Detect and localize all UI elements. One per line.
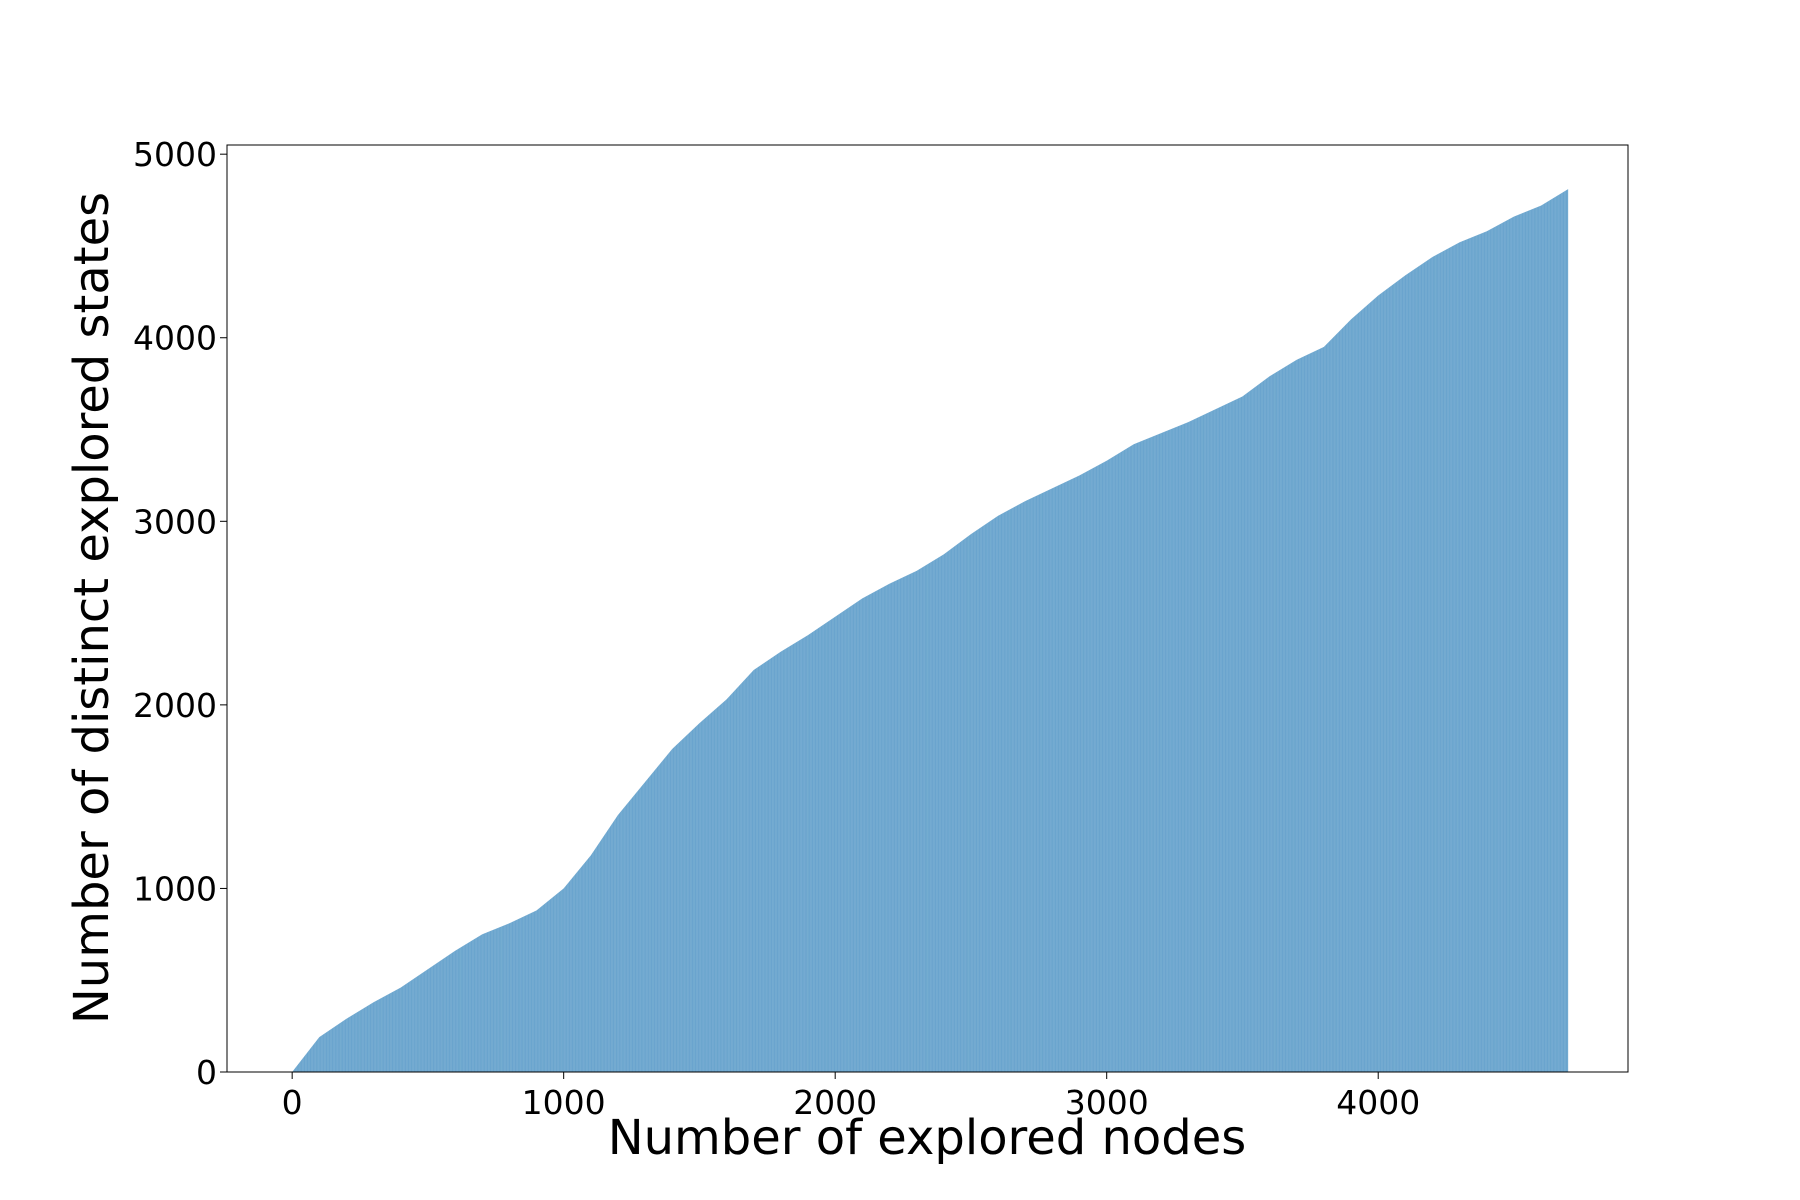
x-tick-label: 2000 (793, 1083, 877, 1122)
y-axis: 0 1000 2000 3000 4000 5000 (133, 135, 227, 1092)
y-axis-title: Number of distinct explored states (64, 192, 120, 1024)
x-axis-title: Number of explored nodes (608, 1110, 1247, 1166)
y-tick-label: 2000 (133, 686, 217, 725)
plot-frame (226, 144, 1629, 1073)
x-tick-label: 3000 (1065, 1083, 1149, 1122)
x-tick-label: 1000 (522, 1083, 606, 1122)
x-tick-label: 4000 (1336, 1083, 1420, 1122)
x-tick-label: 0 (282, 1083, 303, 1122)
bars-layer (292, 189, 1569, 1073)
y-tick-label: 1000 (133, 869, 217, 908)
y-tick-label: 4000 (133, 319, 217, 358)
y-tick-label: 0 (196, 1053, 217, 1092)
x-axis: 0 1000 2000 3000 4000 (282, 1072, 1420, 1122)
y-tick-label: 3000 (133, 502, 217, 541)
y-tick-label: 5000 (133, 135, 217, 174)
